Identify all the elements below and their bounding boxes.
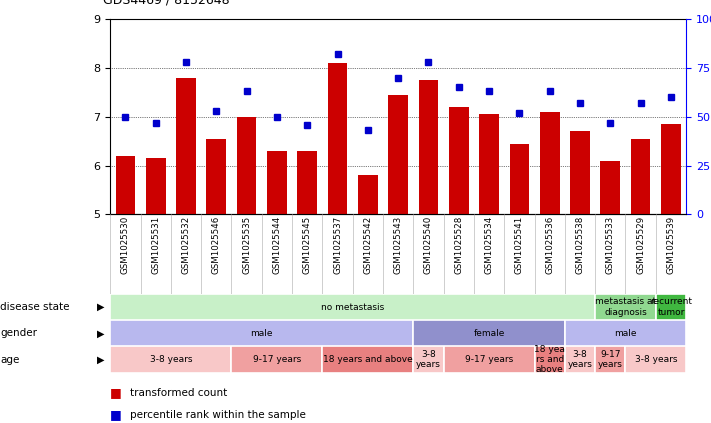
- Bar: [267, 151, 287, 214]
- Text: gender: gender: [0, 328, 37, 338]
- Bar: [206, 139, 226, 214]
- Bar: [110, 346, 232, 373]
- Text: 9-17 years: 9-17 years: [465, 355, 513, 364]
- Bar: [419, 80, 438, 214]
- Text: GSM1025533: GSM1025533: [606, 216, 615, 274]
- Bar: [110, 294, 595, 320]
- Text: male: male: [250, 329, 273, 338]
- Text: ▶: ▶: [97, 302, 105, 312]
- Text: female: female: [474, 329, 505, 338]
- Text: GSM1025528: GSM1025528: [454, 216, 464, 274]
- Text: GSM1025543: GSM1025543: [394, 216, 402, 274]
- Text: GSM1025534: GSM1025534: [485, 216, 493, 274]
- Bar: [631, 139, 651, 214]
- Bar: [601, 161, 620, 214]
- Text: 3-8
years: 3-8 years: [416, 350, 441, 369]
- Text: 9-17
years: 9-17 years: [598, 350, 623, 369]
- Text: GSM1025530: GSM1025530: [121, 216, 130, 274]
- Bar: [322, 346, 413, 373]
- Text: GSM1025545: GSM1025545: [303, 216, 311, 274]
- Text: ■: ■: [110, 386, 122, 399]
- Text: no metastasis: no metastasis: [321, 302, 385, 312]
- Text: transformed count: transformed count: [130, 387, 228, 398]
- Bar: [479, 114, 499, 214]
- Text: age: age: [0, 354, 19, 365]
- Bar: [176, 78, 196, 214]
- Text: GSM1025544: GSM1025544: [272, 216, 282, 274]
- Bar: [595, 294, 656, 320]
- Bar: [146, 158, 166, 214]
- Bar: [444, 346, 535, 373]
- Bar: [626, 346, 686, 373]
- Bar: [570, 132, 590, 214]
- Text: recurrent
tumor: recurrent tumor: [650, 297, 692, 317]
- Text: 18 years and above: 18 years and above: [323, 355, 412, 364]
- Bar: [449, 107, 469, 214]
- Bar: [540, 112, 560, 214]
- Text: GSM1025536: GSM1025536: [545, 216, 554, 274]
- Text: 3-8
years: 3-8 years: [567, 350, 592, 369]
- Bar: [110, 320, 413, 346]
- Text: disease state: disease state: [0, 302, 70, 312]
- Text: GSM1025537: GSM1025537: [333, 216, 342, 274]
- Bar: [535, 346, 565, 373]
- Text: 3-8 years: 3-8 years: [149, 355, 192, 364]
- Bar: [232, 346, 322, 373]
- Bar: [565, 320, 686, 346]
- Text: ▶: ▶: [97, 354, 105, 365]
- Text: metastasis at
diagnosis: metastasis at diagnosis: [595, 297, 656, 317]
- Text: 9-17 years: 9-17 years: [253, 355, 301, 364]
- Bar: [413, 320, 565, 346]
- Text: GSM1025541: GSM1025541: [515, 216, 524, 274]
- Text: GSM1025542: GSM1025542: [363, 216, 373, 274]
- Bar: [237, 117, 257, 214]
- Text: 18 yea
rs and
above: 18 yea rs and above: [534, 345, 565, 374]
- Bar: [328, 63, 348, 214]
- Bar: [595, 346, 626, 373]
- Bar: [413, 346, 444, 373]
- Bar: [510, 144, 529, 214]
- Text: GSM1025546: GSM1025546: [212, 216, 221, 274]
- Bar: [565, 346, 595, 373]
- Text: percentile rank within the sample: percentile rank within the sample: [130, 409, 306, 420]
- Bar: [388, 95, 408, 214]
- Bar: [297, 151, 317, 214]
- Text: GSM1025538: GSM1025538: [575, 216, 584, 274]
- Bar: [358, 176, 378, 214]
- Text: GSM1025532: GSM1025532: [181, 216, 191, 274]
- Text: GSM1025529: GSM1025529: [636, 216, 645, 274]
- Bar: [656, 294, 686, 320]
- Text: GSM1025539: GSM1025539: [666, 216, 675, 274]
- Text: male: male: [614, 329, 637, 338]
- Text: GDS4469 / 8152648: GDS4469 / 8152648: [103, 0, 230, 6]
- Text: 3-8 years: 3-8 years: [634, 355, 677, 364]
- Bar: [115, 156, 135, 214]
- Bar: [661, 124, 681, 214]
- Text: GSM1025535: GSM1025535: [242, 216, 251, 274]
- Text: ■: ■: [110, 408, 122, 421]
- Text: GSM1025540: GSM1025540: [424, 216, 433, 274]
- Text: GSM1025531: GSM1025531: [151, 216, 160, 274]
- Text: ▶: ▶: [97, 328, 105, 338]
